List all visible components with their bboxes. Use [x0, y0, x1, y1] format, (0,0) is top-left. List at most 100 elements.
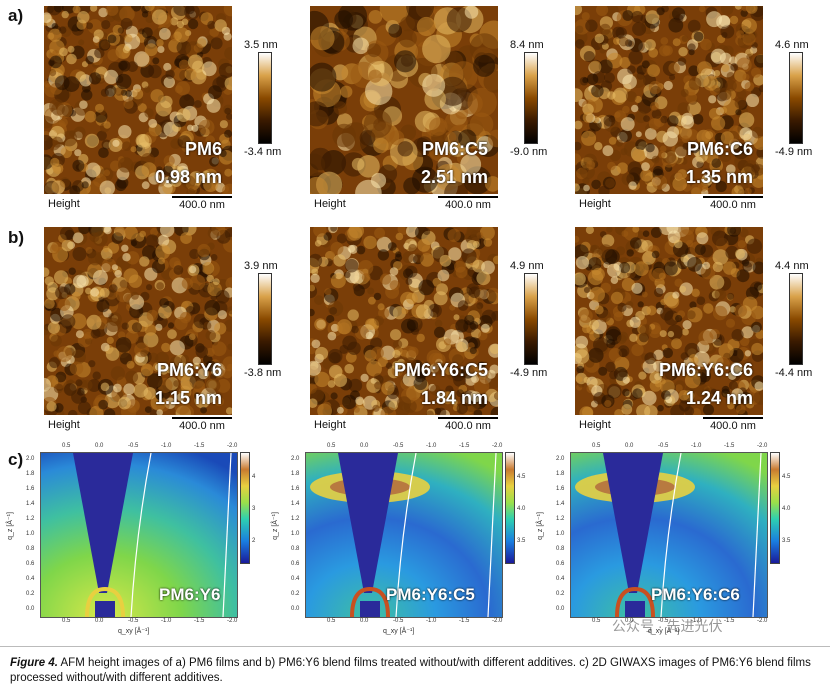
- afm-colorbar-max: 8.4 nm: [510, 39, 544, 51]
- afm-colorbar-min: -4.9 nm: [775, 146, 813, 158]
- afm-sample-label: PM6:Y6:C6: [658, 360, 753, 380]
- giwaxs-y-tick: 1.2: [26, 516, 35, 522]
- giwaxs-y-tick: 1.6: [26, 486, 35, 492]
- giwaxs-x-tick: 0.5: [592, 443, 601, 449]
- giwaxs-y-tick: 1.0: [291, 531, 300, 537]
- giwaxs-x-tick: 0.0: [95, 618, 104, 624]
- afm-sample-label: PM6:Y6: [156, 360, 222, 380]
- afm-roughness-value: 1.15 nm: [154, 388, 222, 408]
- afm-colorbar-min: -3.4 nm: [244, 146, 282, 158]
- giwaxs-x-tick: -0.5: [128, 443, 139, 449]
- giwaxs-x-tick: 0.0: [360, 618, 369, 624]
- afm-image-a-2: PM6:C5 2.51 nm: [310, 6, 498, 194]
- giwaxs-x-tick: -2.0: [757, 443, 768, 449]
- giwaxs-y-tick: 1.6: [291, 486, 300, 492]
- giwaxs-x-tick: 0.5: [327, 443, 336, 449]
- giwaxs-x-tick: -2.0: [492, 618, 503, 624]
- giwaxs-x-tick: -1.5: [724, 618, 735, 624]
- giwaxs-x-tick: 0.5: [592, 618, 601, 624]
- giwaxs-x-tick: -2.0: [492, 443, 503, 449]
- giwaxs-y-tick: 1.8: [291, 471, 300, 477]
- giwaxs-colorbar-tick: 4.0: [517, 506, 526, 512]
- giwaxs-y-tick: 1.4: [291, 501, 300, 507]
- afm-colorbar: [524, 52, 538, 144]
- afm-sample-label: PM6: [184, 139, 222, 159]
- afm-scale-bar: 400.0 nm: [703, 196, 763, 211]
- giwaxs-x-tick: -2.0: [227, 443, 238, 449]
- caption-divider: [0, 646, 830, 647]
- giwaxs-y-tick: 0.0: [291, 606, 300, 612]
- row-label-c: c): [8, 450, 24, 469]
- giwaxs-y-tick: 0.0: [556, 606, 565, 612]
- giwaxs-x-tick: -2.0: [227, 618, 238, 624]
- giwaxs-y-tick: 0.0: [26, 606, 35, 612]
- giwaxs-x-tick: -1.5: [724, 443, 735, 449]
- giwaxs-x-tick: -1.5: [459, 618, 470, 624]
- afm-image-b-2: PM6:Y6:C5 1.84 nm: [310, 227, 498, 415]
- giwaxs-y-tick: 1.2: [556, 516, 565, 522]
- afm-height-label: Height: [314, 198, 346, 210]
- afm-colorbar-min: -9.0 nm: [510, 146, 548, 158]
- giwaxs-y-tick: 0.2: [26, 591, 35, 597]
- giwaxs-y-tick: 1.4: [556, 501, 565, 507]
- giwaxs-x-tick: -1.0: [426, 618, 437, 624]
- afm-scale-bar: 400.0 nm: [703, 417, 763, 432]
- giwaxs-y-tick: 0.4: [26, 576, 35, 582]
- giwaxs-y-tick: 0.2: [556, 591, 565, 597]
- giwaxs-sample-label: PM6:Y6: [159, 585, 221, 604]
- giwaxs-x-tick: 0.5: [62, 443, 71, 449]
- afm-colorbar-max: 3.9 nm: [244, 260, 278, 272]
- afm-scale-bar: 400.0 nm: [438, 196, 498, 211]
- giwaxs-x-tick: -1.0: [691, 443, 702, 449]
- giwaxs-y-tick: 0.6: [26, 561, 35, 567]
- giwaxs-y-axis-label: q_z [Å⁻¹]: [536, 512, 544, 540]
- giwaxs-y-tick: 0.8: [556, 546, 565, 552]
- giwaxs-x-tick: -1.0: [691, 618, 702, 624]
- giwaxs-image-2: PM6:Y6:C5: [305, 452, 503, 618]
- giwaxs-x-tick: 0.5: [327, 618, 336, 624]
- giwaxs-x-tick: -1.5: [194, 443, 205, 449]
- row-label-b: b): [8, 228, 25, 247]
- giwaxs-x-axis-label: q_xy [Å⁻¹]: [383, 628, 415, 635]
- afm-roughness-value: 1.35 nm: [685, 167, 753, 187]
- giwaxs-y-tick: 0.2: [291, 591, 300, 597]
- afm-roughness-value: 0.98 nm: [154, 167, 222, 187]
- afm-scale-bar: 400.0 nm: [172, 196, 232, 211]
- giwaxs-colorbar: [770, 452, 780, 564]
- afm-scale-bar: 400.0 nm: [172, 417, 232, 432]
- afm-roughness-value: 2.51 nm: [420, 167, 488, 187]
- afm-height-label: Height: [579, 419, 611, 431]
- afm-height-label: Height: [48, 198, 80, 210]
- giwaxs-x-tick: -1.5: [194, 618, 205, 624]
- giwaxs-colorbar-tick: 4.5: [517, 474, 526, 480]
- giwaxs-x-tick: 0.0: [95, 443, 104, 449]
- giwaxs-colorbar: [240, 452, 250, 564]
- giwaxs-colorbar-tick: 3.5: [782, 538, 791, 544]
- row-label-a: a): [8, 6, 24, 25]
- afm-sample-label: PM6:C5: [421, 139, 488, 159]
- afm-sample-label: PM6:C6: [686, 139, 753, 159]
- giwaxs-x-tick: -0.5: [393, 443, 404, 449]
- giwaxs-x-tick: -2.0: [757, 618, 768, 624]
- afm-colorbar-min: -4.4 nm: [775, 367, 813, 379]
- afm-image-b-1: PM6:Y6 1.15 nm: [44, 227, 232, 415]
- giwaxs-y-tick: 0.8: [26, 546, 35, 552]
- giwaxs-x-tick: -0.5: [128, 618, 139, 624]
- giwaxs-colorbar-tick: 3: [252, 506, 256, 512]
- afm-colorbar-min: -4.9 nm: [510, 367, 548, 379]
- afm-colorbar: [258, 52, 272, 144]
- giwaxs-x-tick: -0.5: [658, 443, 669, 449]
- giwaxs-y-tick: 1.0: [26, 531, 35, 537]
- giwaxs-y-tick: 2.0: [556, 456, 565, 462]
- afm-colorbar-max: 4.9 nm: [510, 260, 544, 272]
- giwaxs-y-tick: 0.6: [291, 561, 300, 567]
- giwaxs-x-tick: -1.0: [161, 443, 172, 449]
- giwaxs-colorbar-tick: 3.5: [517, 538, 526, 544]
- afm-height-label: Height: [314, 419, 346, 431]
- giwaxs-image-3: PM6:Y6:C6: [570, 452, 768, 618]
- afm-colorbar-max: 3.5 nm: [244, 39, 278, 51]
- giwaxs-y-tick: 0.8: [291, 546, 300, 552]
- giwaxs-x-tick: -0.5: [393, 618, 404, 624]
- giwaxs-x-tick: 0.0: [360, 443, 369, 449]
- afm-height-label: Height: [579, 198, 611, 210]
